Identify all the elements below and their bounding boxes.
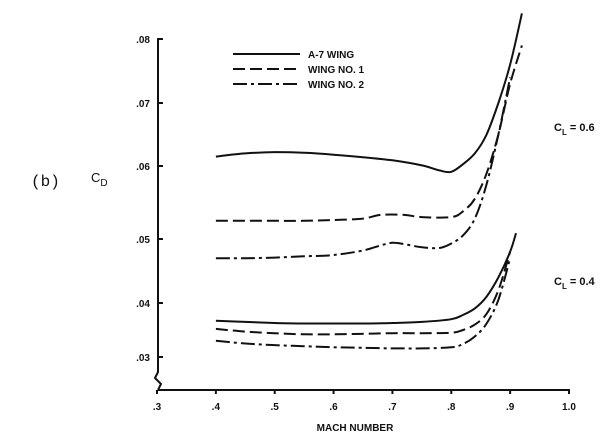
x-tick-label: .4: [212, 402, 221, 413]
legend-label: WING NO. 1: [308, 65, 365, 76]
x-tick-label: .7: [388, 402, 397, 413]
cl-annotation: CL = 0.4: [554, 276, 596, 291]
y-axis-line: [153, 38, 163, 391]
cl-annotation: CL = 0.6: [554, 122, 595, 137]
series-line-a-7-wing-cl-0-6: [215, 13, 523, 174]
y-tick-label: .07: [136, 99, 150, 110]
series-line-wing-no-1-cl-0-4: [215, 251, 512, 336]
y-tick-label: .08: [136, 35, 150, 46]
x-tick-label: 1.0: [562, 402, 576, 413]
y-axis-ticks: .03 .04 .05 .06 .07 .08: [136, 35, 163, 364]
y-tick-label: .06: [136, 162, 150, 173]
x-tick-label: .8: [447, 402, 456, 413]
y-axis-label-main: C: [91, 170, 100, 185]
y-tick-label: .03: [136, 353, 150, 364]
y-axis-label-sub: D: [100, 178, 107, 189]
legend-label: A-7 WING: [308, 50, 354, 61]
series-line-wing-no-2-cl-0-6: [215, 77, 512, 260]
x-axis-ticks: .3 .4 .5 .6 .7 .8 .9 1.0: [153, 390, 576, 413]
y-tick-label: .05: [136, 235, 150, 246]
series-line-wing-no-1-cl-0-6: [215, 45, 523, 222]
x-tick-label: .9: [506, 402, 515, 413]
x-tick-label: .6: [329, 402, 338, 413]
legend-label: WING NO. 2: [308, 80, 365, 91]
series-line-a-7-wing-cl-0-4: [215, 232, 517, 325]
annotations: CL = 0.6 CL = 0.4: [554, 122, 596, 291]
x-axis-title: MACH NUMBER: [317, 423, 394, 434]
x-tick-label: .3: [153, 402, 162, 413]
x-tick-label: .5: [271, 402, 280, 413]
y-axis-label: CD: [91, 170, 108, 189]
y-tick-label: .04: [136, 299, 150, 310]
series-layer: [215, 13, 523, 350]
series-line-wing-no-2-cl-0-4: [215, 257, 512, 350]
legend: A-7 WING WING NO. 1 WING NO. 2: [233, 50, 365, 91]
panel-label: (b): [31, 173, 60, 191]
